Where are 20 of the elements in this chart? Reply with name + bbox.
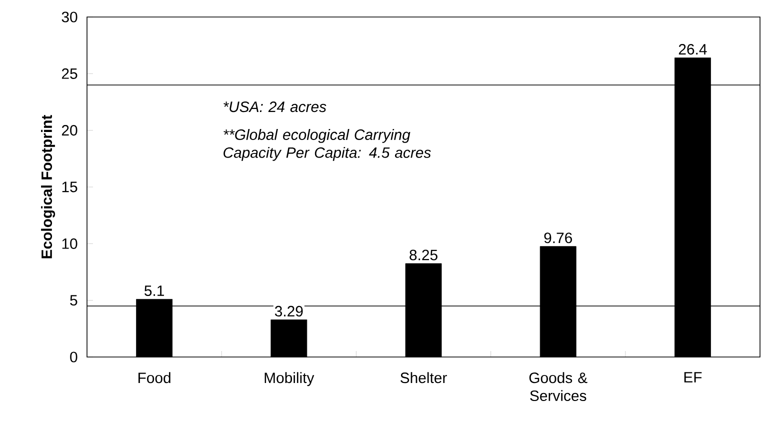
y-tick-label: 25 <box>62 68 78 79</box>
annotation: **Global ecological Carrying Capacity Per Capita: 4.5 acres <box>224 129 431 161</box>
y-tick-label: 5 <box>70 295 78 306</box>
x-tick-label: Goods & Services <box>529 372 588 402</box>
data-label: 8.25 <box>410 250 438 260</box>
x-tick-label: EF <box>684 372 702 382</box>
y-tick-label: 10 <box>62 238 78 249</box>
x-tick-label: Mobility <box>264 372 314 386</box>
data-label: 26.4 <box>678 44 707 55</box>
y-tick-label: 0 <box>70 352 78 362</box>
y-axis-title: Ecological Footprint <box>41 114 56 258</box>
data-label: 3.29 <box>274 306 303 317</box>
data-label: 9.76 <box>544 232 572 244</box>
y-tick-label: 15 <box>62 182 78 192</box>
x-tick-label: Food <box>138 372 170 384</box>
data-label: 5.1 <box>144 286 164 296</box>
y-tick-label: 30 <box>62 12 78 22</box>
y-tick-label: 20 <box>62 125 78 136</box>
x-tick-label: Shelter <box>400 372 447 384</box>
annotation: *USA: 24 acres <box>224 102 326 112</box>
